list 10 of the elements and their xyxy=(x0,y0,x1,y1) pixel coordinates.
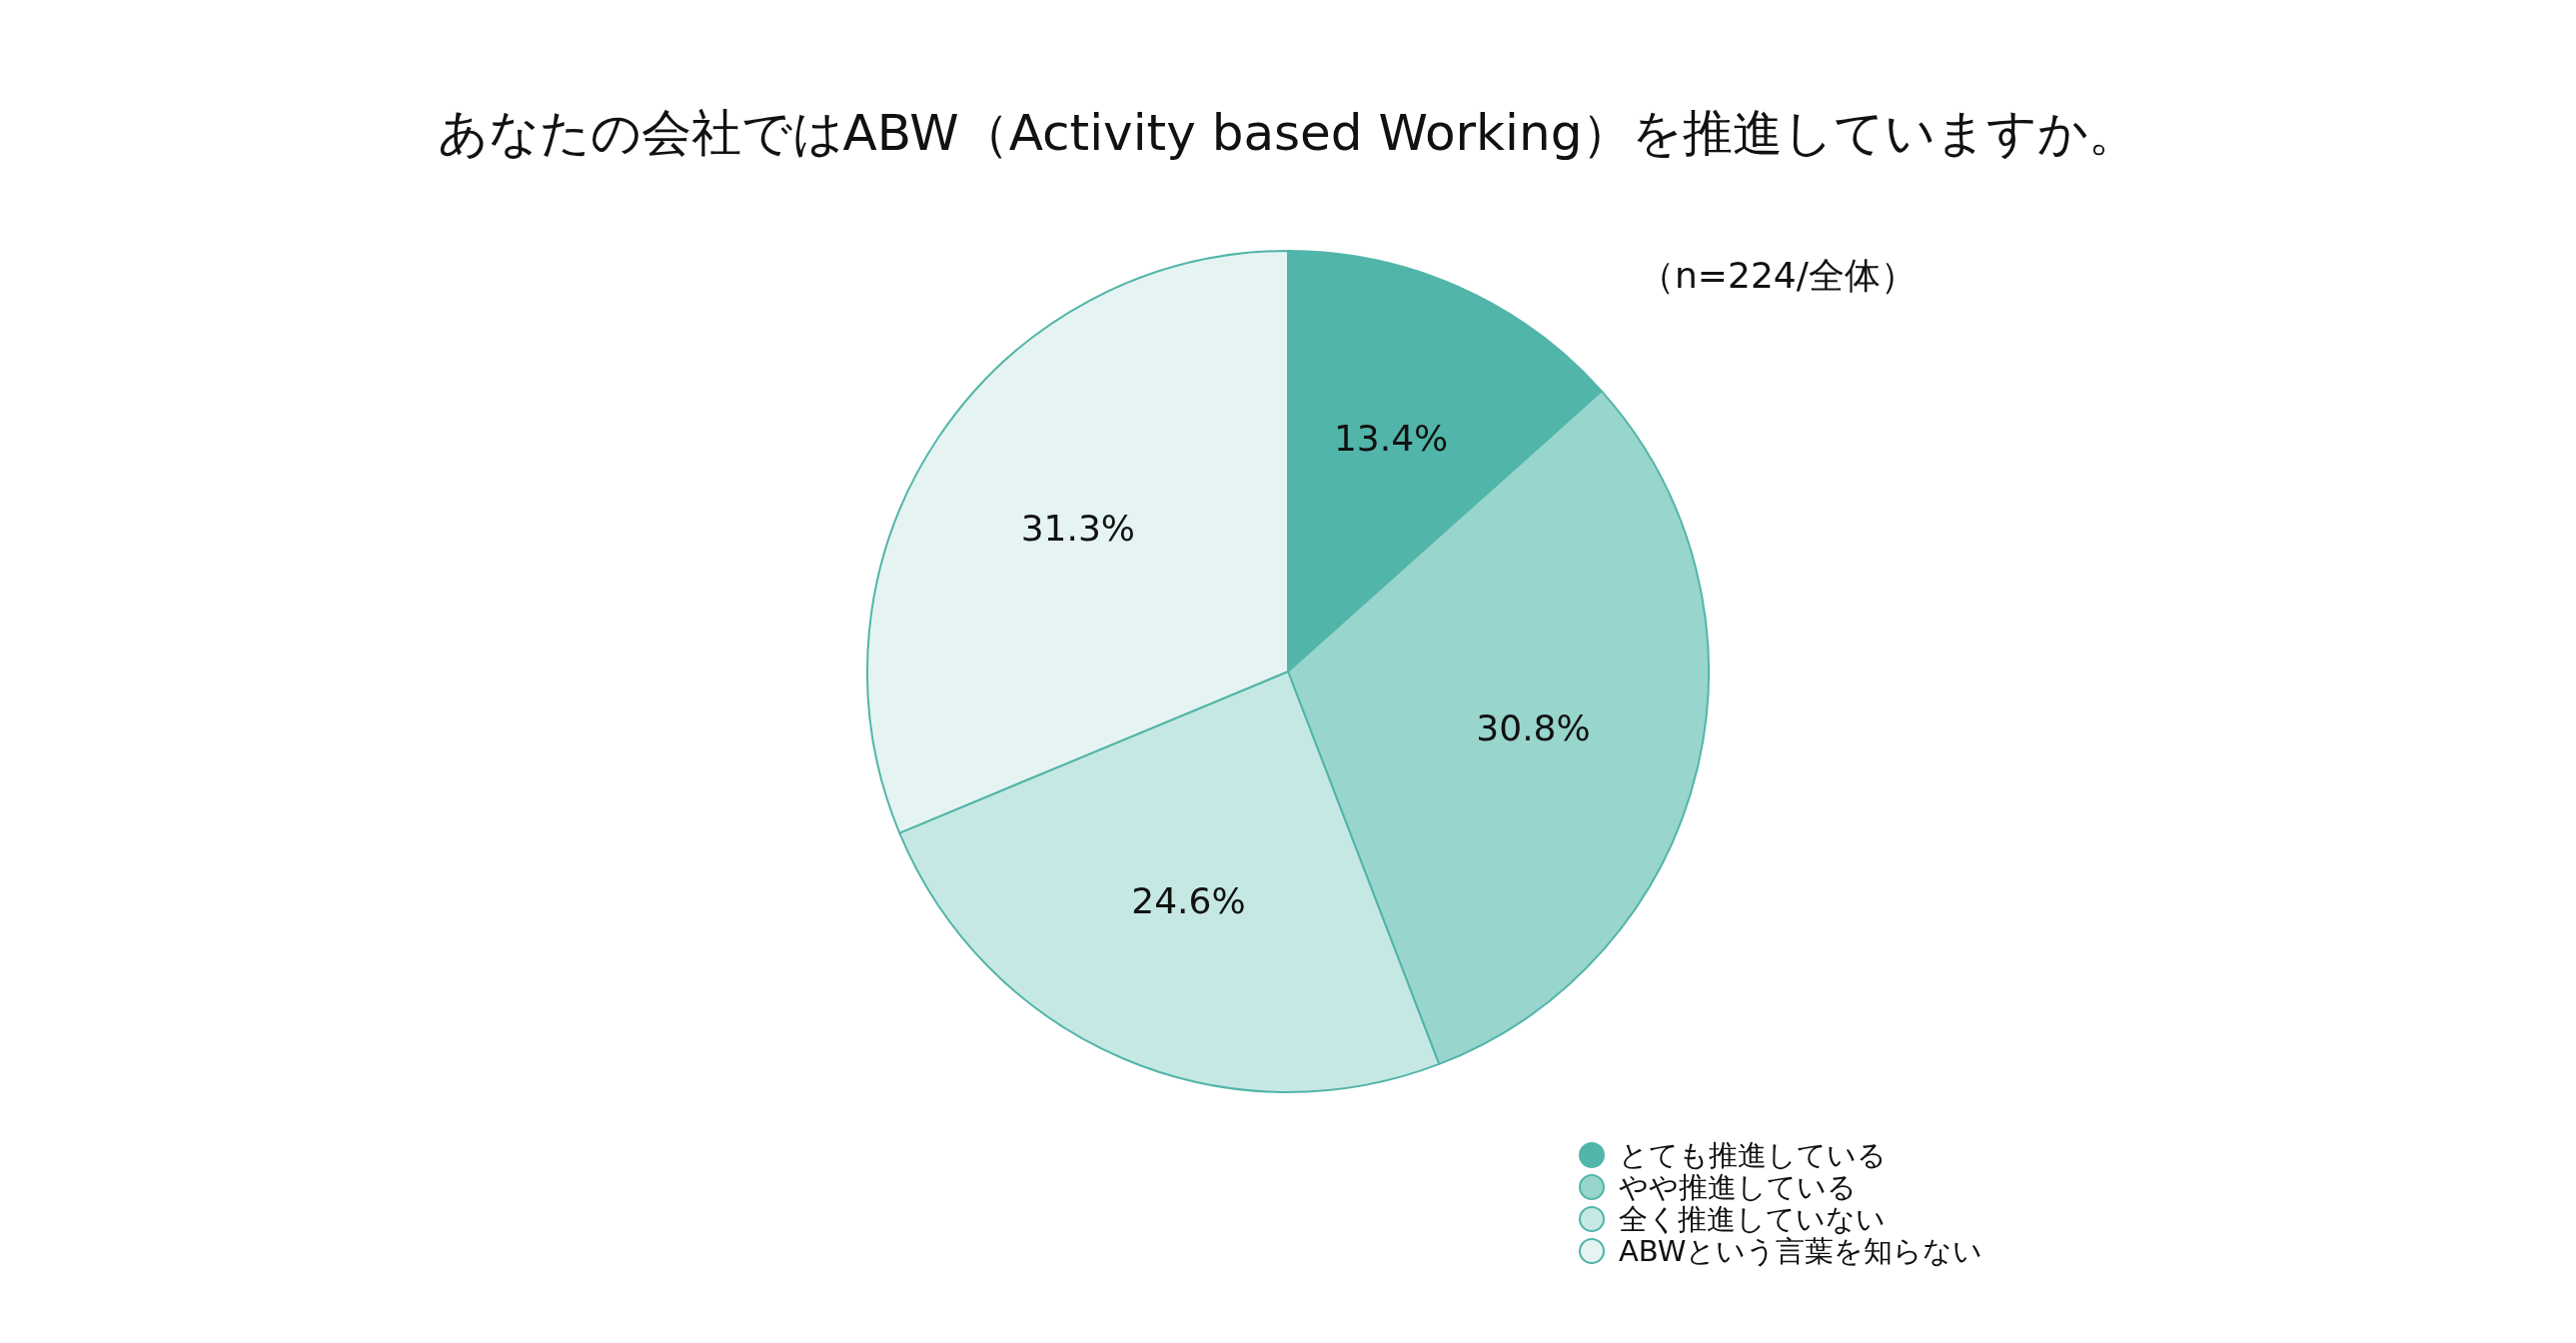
chart-title: あなたの会社ではABW（Activity based Working）を推進していますか。 xyxy=(436,103,2140,164)
legend-label: ABWという言葉を知らない xyxy=(1619,1234,1983,1268)
legend-label: とても推進している xyxy=(1619,1138,1887,1172)
data-label: 30.8% xyxy=(1476,706,1591,748)
legend-label: 全く推進していない xyxy=(1619,1202,1886,1236)
data-label: 24.6% xyxy=(1131,879,1246,921)
text: （n=224/全体） xyxy=(1639,254,1917,298)
legend-label: やや推進している xyxy=(1619,1170,1857,1204)
data-label: 31.3% xyxy=(1020,508,1136,550)
data-label: 13.4% xyxy=(1333,417,1449,459)
